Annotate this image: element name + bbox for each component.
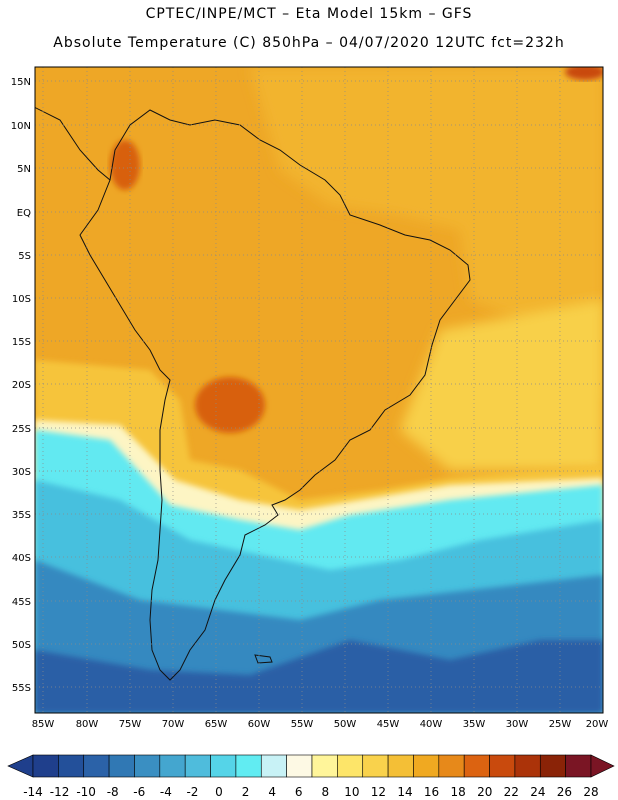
colorbar-swatch bbox=[58, 754, 85, 778]
colorbar: -14 -12 -10 -8 -6 -4 -2 0 2 4 6 8 10 12 14 16 18 20 22 24 26… bbox=[7, 754, 615, 799]
field-atlantic-yellow bbox=[400, 300, 603, 470]
latitude-labels: 15N 10N 5N EQ 5S 10S 15S 20S 25S 30S 35S… bbox=[11, 77, 31, 694]
colorbar-swatch bbox=[463, 754, 490, 778]
colorbar-swatch bbox=[565, 754, 592, 778]
colorbar-swatch bbox=[311, 754, 338, 778]
colorbar-swatch bbox=[413, 754, 440, 778]
colorbar-label: 12 bbox=[371, 785, 386, 799]
lat-label: 10N bbox=[11, 121, 31, 132]
lat-label: 5N bbox=[17, 164, 31, 175]
lat-label: 45S bbox=[12, 597, 31, 608]
colorbar-swatch bbox=[260, 754, 287, 778]
colorbar-swatch bbox=[362, 754, 389, 778]
colorbar-swatch bbox=[184, 754, 211, 778]
lon-label: 85W bbox=[32, 719, 55, 730]
lat-label: 55S bbox=[12, 683, 31, 694]
lat-lon-grid bbox=[35, 67, 604, 713]
lon-label: 35W bbox=[463, 719, 486, 730]
falkland-islands-outline bbox=[254, 654, 273, 664]
colorbar-label: 20 bbox=[477, 785, 492, 799]
field-deep-blue bbox=[35, 640, 603, 713]
colorbar-label: 22 bbox=[504, 785, 519, 799]
colorbar-max-arrow bbox=[590, 754, 615, 778]
lon-label: 20W bbox=[586, 719, 609, 730]
colorbar-label: 14 bbox=[397, 785, 412, 799]
lat-label: 40S bbox=[12, 553, 31, 564]
colorbar-label: 24 bbox=[530, 785, 545, 799]
colorbar-swatch bbox=[387, 754, 414, 778]
colorbar-label: 28 bbox=[583, 785, 598, 799]
colorbar-label: -14 bbox=[23, 785, 43, 799]
colorbar-label: 26 bbox=[557, 785, 572, 799]
colorbar-label: -12 bbox=[50, 785, 70, 799]
map-frame bbox=[34, 66, 604, 714]
colorbar-label: 10 bbox=[344, 785, 359, 799]
chart-title-line-2: Absolute Temperature (C) 850hPa – 04/07/… bbox=[53, 35, 565, 51]
lat-label: 20S bbox=[12, 380, 31, 391]
chart-title-line-1: CPTEC/INPE/MCT – Eta Model 15km – GFS bbox=[145, 6, 473, 22]
temperature-field bbox=[35, 67, 603, 713]
colorbar-label: -6 bbox=[133, 785, 145, 799]
longitude-labels: 85W 80W 75W 70W 65W 60W 55W 50W 45W 40W … bbox=[32, 719, 609, 730]
colorbar-label: 6 bbox=[295, 785, 303, 799]
colorbar-swatch bbox=[108, 754, 135, 778]
colorbar-label: 0 bbox=[215, 785, 223, 799]
lat-label: 50S bbox=[12, 640, 31, 651]
field-caribbean-warm bbox=[565, 67, 603, 80]
colorbar-swatch bbox=[514, 754, 541, 778]
lon-label: 55W bbox=[291, 719, 314, 730]
colorbar-swatch bbox=[438, 754, 465, 778]
south-america-coastline bbox=[79, 109, 471, 681]
lon-label: 75W bbox=[119, 719, 142, 730]
lat-label: 15N bbox=[11, 77, 31, 88]
lon-label: 65W bbox=[205, 719, 228, 730]
colorbar-swatch bbox=[286, 754, 313, 778]
colorbar-swatch bbox=[210, 754, 237, 778]
lon-label: 45W bbox=[377, 719, 400, 730]
colorbar-swatch bbox=[489, 754, 516, 778]
central-america-coast bbox=[35, 106, 111, 181]
colorbar-min-arrow bbox=[7, 754, 34, 778]
colorbar-swatch bbox=[134, 754, 161, 778]
colorbar-label: -10 bbox=[76, 785, 96, 799]
colorbar-label: 18 bbox=[451, 785, 466, 799]
colorbar-swatch bbox=[337, 754, 364, 778]
lon-label: 25W bbox=[549, 719, 572, 730]
lon-label: 40W bbox=[420, 719, 443, 730]
colorbar-label: -4 bbox=[160, 785, 172, 799]
lat-label: 15S bbox=[12, 337, 31, 348]
colorbar-swatch bbox=[159, 754, 186, 778]
colorbar-swatch bbox=[32, 754, 59, 778]
lon-label: 80W bbox=[76, 719, 99, 730]
lat-label: EQ bbox=[17, 208, 31, 219]
field-hot-spot bbox=[195, 377, 265, 433]
lon-label: 50W bbox=[334, 719, 357, 730]
colorbar-label: 16 bbox=[424, 785, 439, 799]
colorbar-label: 4 bbox=[268, 785, 276, 799]
lon-label: 70W bbox=[162, 719, 185, 730]
colorbar-label: 8 bbox=[321, 785, 329, 799]
lon-label: 60W bbox=[248, 719, 271, 730]
coastlines bbox=[35, 106, 471, 681]
lat-label: 30S bbox=[12, 467, 31, 478]
lat-label: 10S bbox=[12, 294, 31, 305]
lat-label: 5S bbox=[18, 251, 31, 262]
colorbar-label: -2 bbox=[186, 785, 198, 799]
lon-label: 30W bbox=[506, 719, 529, 730]
colorbar-swatch bbox=[83, 754, 110, 778]
field-andes-warm bbox=[110, 140, 140, 190]
lat-label: 35S bbox=[12, 510, 31, 521]
lat-label: 25S bbox=[12, 424, 31, 435]
colorbar-label: 2 bbox=[242, 785, 250, 799]
colorbar-swatch bbox=[539, 754, 566, 778]
colorbar-swatch bbox=[235, 754, 262, 778]
colorbar-label: -8 bbox=[107, 785, 119, 799]
